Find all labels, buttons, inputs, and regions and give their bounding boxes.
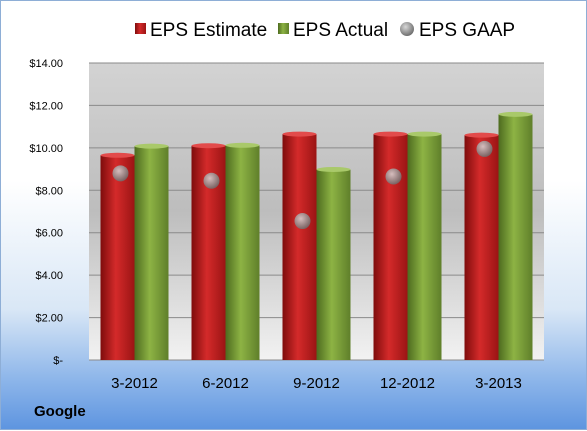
y-tick-label: $8.00	[35, 185, 63, 197]
markers-group	[112, 140, 493, 230]
eps-estimate-bar	[282, 134, 317, 360]
bars-group	[100, 111, 533, 361]
eps-estimate-bar	[464, 135, 499, 360]
legend-item-eps-estimate: EPS Estimate	[135, 20, 267, 41]
legend-label-eps-estimate: EPS Estimate	[150, 20, 267, 41]
eps-actual-bar	[225, 145, 260, 360]
eps-gaap-marker	[476, 140, 493, 157]
eps-estimate-bar-top	[100, 152, 135, 158]
eps-estimate-bar	[100, 155, 135, 360]
x-category-label: 6-2012	[202, 375, 249, 392]
y-tick-label: $6.00	[35, 228, 63, 240]
eps-actual-bar	[134, 146, 169, 360]
x-axis-labels: 3-2012 6-2012 9-2012 12-2012 3-2013	[111, 375, 522, 392]
x-category-label: 9-2012	[293, 375, 340, 392]
legend-swatch-eps-gaap	[400, 22, 414, 36]
eps-actual-bar	[407, 134, 442, 360]
eps-actual-bar	[316, 169, 351, 360]
eps-estimate-bar-top	[464, 132, 499, 138]
eps-actual-bar-top	[225, 142, 260, 148]
eps-actual-bar-top	[407, 131, 442, 137]
legend-label-eps-actual: EPS Actual	[293, 20, 388, 41]
eps-actual-bar	[498, 114, 533, 361]
legend-label-eps-gaap: EPS GAAP	[419, 20, 515, 41]
x-category-label: 3-2012	[111, 375, 158, 392]
eps-estimate-bar-top	[191, 143, 226, 149]
y-tick-label: $12.00	[29, 100, 63, 112]
y-tick-label: $-	[53, 355, 63, 367]
eps-actual-bar-top	[498, 111, 533, 117]
x-category-label: 3-2013	[475, 375, 522, 392]
legend-swatch-eps-estimate	[135, 23, 146, 34]
eps-estimate-bar-top	[373, 131, 408, 137]
legend-swatch-eps-actual	[278, 23, 289, 34]
eps-gaap-marker	[385, 168, 402, 185]
y-tick-label: $10.00	[29, 143, 63, 155]
y-tick-label: $4.00	[35, 270, 63, 282]
eps-gaap-marker	[112, 165, 129, 182]
legend-item-eps-actual: EPS Actual	[278, 20, 388, 41]
eps-gaap-marker	[294, 213, 311, 230]
y-tick-label: $2.00	[35, 313, 63, 325]
eps-gaap-marker	[203, 172, 220, 189]
eps-actual-bar-top	[316, 166, 351, 172]
company-name: Google	[34, 403, 86, 420]
eps-estimate-bar-top	[282, 131, 317, 137]
y-tick-label: $14.00	[29, 58, 63, 70]
legend-item-eps-gaap: EPS GAAP	[400, 20, 515, 41]
legend: EPS Estimate EPS Actual EPS GAAP	[135, 20, 515, 41]
eps-actual-bar-top	[134, 143, 169, 149]
x-category-label: 12-2012	[380, 375, 435, 392]
eps-estimate-bar	[373, 134, 408, 360]
y-axis-labels: $- $2.00 $4.00 $6.00 $8.00 $10.00 $12.00 $14.00	[29, 58, 63, 367]
